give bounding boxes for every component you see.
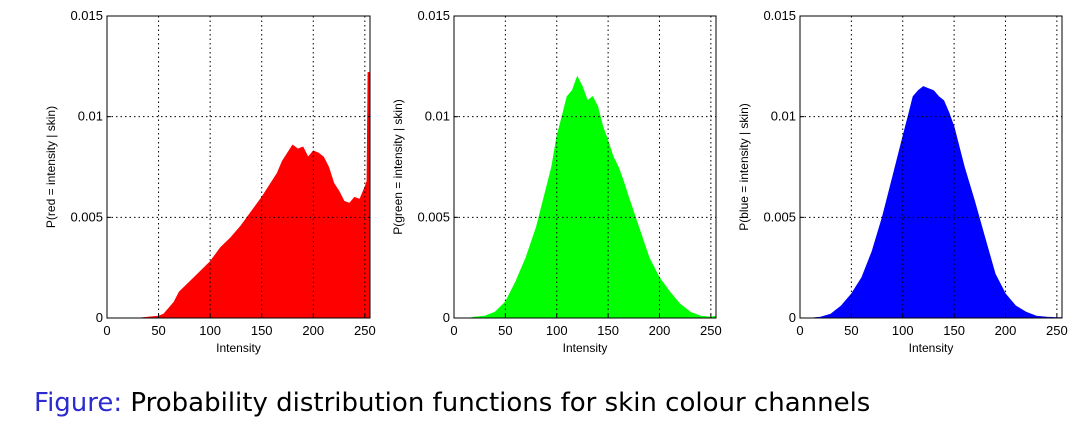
y-tick-label: 0	[96, 310, 103, 325]
x-tick-label: 50	[151, 323, 165, 338]
y-tick-label: 0	[443, 310, 450, 325]
x-tick-label: 150	[943, 323, 965, 338]
x-tick-label: 50	[498, 323, 512, 338]
caption-label: Figure:	[34, 388, 123, 418]
y-tick-label: 0	[789, 310, 796, 325]
x-tick-label: 100	[892, 323, 914, 338]
blue-y-axis-label: P(blue = intensity | skin)	[737, 103, 751, 231]
red-x-axis-label: Intensity	[216, 341, 261, 355]
y-tick-label: 0.005	[70, 209, 103, 224]
x-tick-label: 0	[450, 323, 457, 338]
x-tick-label: 250	[700, 323, 722, 338]
x-tick-label: 100	[199, 323, 221, 338]
x-tick-label: 200	[995, 323, 1017, 338]
y-tick-label: 0.015	[763, 8, 796, 23]
y-tick-label: 0.015	[70, 8, 103, 23]
x-tick-label: 0	[103, 323, 110, 338]
y-tick-label: 0.01	[425, 109, 450, 124]
x-tick-label: 150	[597, 323, 619, 338]
x-tick-label: 150	[251, 323, 273, 338]
y-tick-label: 0.01	[78, 109, 103, 124]
caption-text: Probability distribution functions for s…	[130, 388, 871, 418]
y-tick-label: 0.015	[417, 8, 450, 23]
red-chart: 0 50 100 150 200 250 0 0.005 0.01 0.015 Intensity P…	[44, 8, 376, 355]
blue-area	[800, 86, 1063, 319]
red-y-axis-label: P(red = intensity | skin)	[44, 106, 58, 228]
figure-caption: Figure: Probability distribution functio…	[34, 388, 870, 418]
x-tick-label: 0	[796, 323, 803, 338]
red-area	[107, 72, 371, 319]
red-axes-box	[106, 15, 371, 319]
x-tick-label: 250	[1046, 323, 1068, 338]
x-tick-label: 200	[649, 323, 671, 338]
y-tick-label: 0.005	[763, 209, 796, 224]
x-tick-label: 200	[302, 323, 324, 338]
green-axes-box	[453, 15, 717, 319]
green-area	[454, 75, 717, 319]
blue-axes-box	[799, 15, 1063, 319]
y-tick-label: 0.01	[771, 109, 796, 124]
blue-chart: 0 50 100 150 200 250 0 0.005 0.01 0.015 Intensity P…	[737, 8, 1068, 355]
x-tick-label: 50	[844, 323, 858, 338]
green-y-axis-label: P(green = intensity | skin)	[391, 99, 405, 235]
x-tick-label: 250	[354, 323, 376, 338]
x-tick-label: 100	[546, 323, 568, 338]
y-tick-label: 0.005	[417, 209, 450, 224]
blue-x-axis-label: Intensity	[909, 341, 954, 355]
green-chart: 0 50 100 150 200 250 0 0.005 0.01 0.015 Intensity P…	[391, 8, 722, 355]
green-x-axis-label: Intensity	[563, 341, 608, 355]
